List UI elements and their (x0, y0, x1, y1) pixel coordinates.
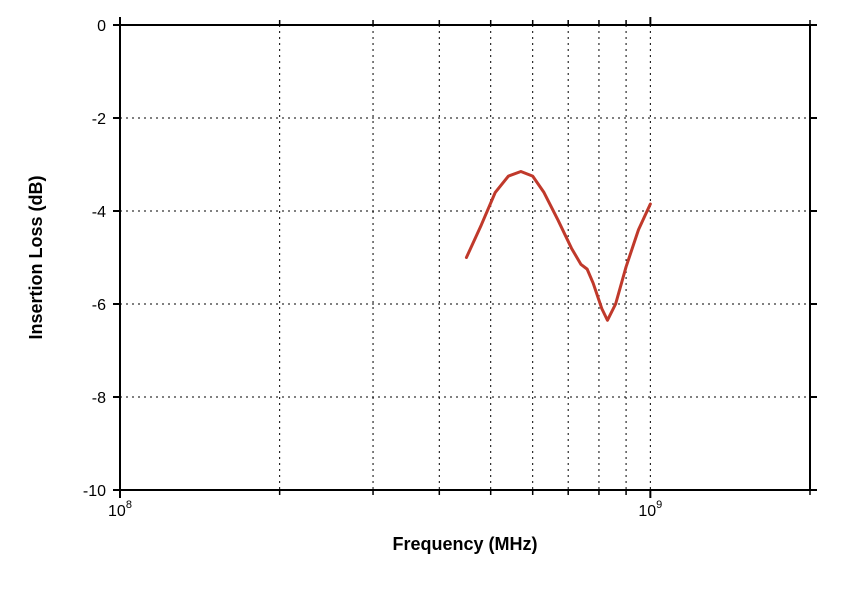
y-tick-label: -2 (92, 111, 106, 128)
y-tick-label: -4 (92, 204, 106, 221)
y-tick-label: 0 (97, 18, 106, 35)
insertion-loss-chart: 0-2-4-6-8-10108109Frequency (MHz)Inserti… (0, 0, 863, 592)
chart-svg: 0-2-4-6-8-10108109Frequency (MHz)Inserti… (0, 0, 863, 592)
y-tick-label: -6 (92, 297, 106, 314)
y-tick-label: -10 (83, 483, 106, 500)
x-axis-label: Frequency (MHz) (392, 534, 537, 554)
y-axis-label: Insertion Loss (dB) (26, 175, 46, 339)
y-tick-label: -8 (92, 390, 106, 407)
